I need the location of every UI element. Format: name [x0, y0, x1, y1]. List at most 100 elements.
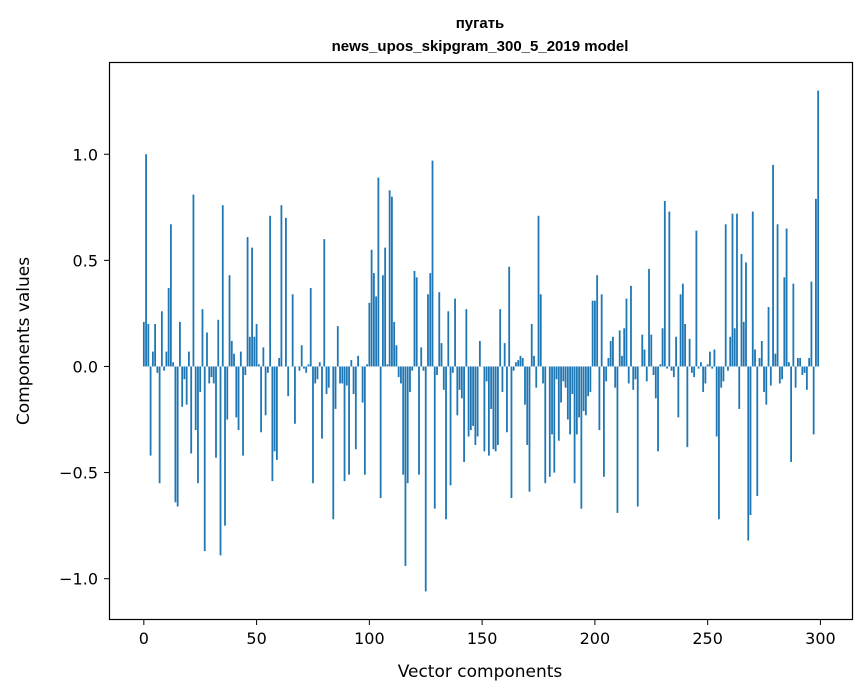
bar — [395, 345, 398, 367]
bar — [535, 366, 538, 388]
bar — [672, 366, 675, 378]
x-tick-label: 300 — [805, 629, 836, 648]
bar — [237, 366, 240, 431]
bar — [675, 336, 677, 367]
bar — [336, 326, 339, 367]
bar — [366, 364, 368, 367]
bar — [524, 366, 526, 405]
bar — [796, 357, 799, 367]
bar — [508, 266, 511, 367]
bar — [774, 353, 777, 367]
bar — [192, 194, 195, 367]
x-tick-label: 0 — [139, 629, 149, 648]
bar — [262, 347, 265, 367]
bar — [724, 224, 727, 367]
bar — [666, 366, 668, 369]
bar — [427, 294, 429, 367]
bar — [219, 366, 222, 556]
bar — [772, 164, 774, 367]
bar — [681, 283, 684, 367]
bar — [603, 366, 605, 477]
bar — [386, 364, 389, 367]
bar — [711, 366, 714, 369]
bar — [648, 268, 650, 367]
bar — [607, 357, 610, 367]
bar — [695, 230, 698, 367]
bar — [431, 160, 434, 367]
bar — [781, 366, 783, 380]
bar — [242, 366, 244, 456]
bar — [176, 366, 179, 507]
bar — [248, 336, 251, 367]
bar — [472, 366, 474, 426]
bar — [300, 345, 303, 367]
bar — [244, 366, 247, 375]
bar — [769, 366, 772, 386]
bar — [467, 366, 470, 437]
bar — [478, 341, 481, 367]
bar — [363, 366, 366, 475]
bar — [805, 366, 808, 390]
bar — [564, 366, 567, 388]
bar — [537, 215, 540, 367]
bar — [747, 366, 750, 541]
bar — [273, 366, 276, 452]
bar — [526, 366, 529, 445]
bar — [163, 366, 166, 371]
bar — [203, 366, 206, 552]
bar — [154, 324, 156, 367]
bar — [420, 347, 423, 367]
bar — [501, 366, 504, 392]
bar — [519, 355, 522, 367]
bar — [566, 366, 569, 420]
bar — [158, 366, 161, 484]
bar — [266, 366, 269, 373]
y-axis-ticks: −1.0 −0.5 0.0 0.5 1.0 — [59, 145, 110, 589]
bar — [817, 90, 820, 367]
bar — [544, 366, 547, 484]
bar — [447, 311, 450, 367]
bar — [257, 364, 260, 367]
bar — [278, 357, 281, 367]
bar — [487, 366, 490, 456]
y-tick-label: 0.5 — [73, 251, 98, 270]
bar — [621, 355, 623, 367]
bar — [720, 366, 723, 388]
bar — [605, 366, 608, 382]
bar — [210, 366, 213, 378]
bar — [722, 366, 725, 382]
bar — [636, 366, 639, 507]
bar — [440, 343, 443, 367]
bar — [555, 366, 558, 380]
bar — [469, 366, 472, 431]
bar — [591, 300, 594, 367]
x-axis-ticks: 0 50 100 150 200 250 300 — [139, 619, 836, 648]
bar — [436, 366, 438, 375]
bar — [609, 341, 612, 367]
bar — [715, 366, 718, 437]
plot-frame — [108, 61, 854, 621]
bar — [593, 300, 596, 367]
bar — [275, 366, 278, 460]
x-axis-label: Vector components — [398, 662, 563, 682]
bar — [702, 366, 705, 392]
bar — [239, 351, 242, 367]
bar — [645, 366, 648, 382]
bar — [634, 366, 637, 380]
bar — [521, 357, 524, 367]
bar — [454, 298, 456, 367]
bar — [663, 200, 666, 367]
bar — [693, 366, 696, 378]
bar — [562, 366, 565, 382]
bar — [551, 366, 553, 435]
bar — [368, 302, 371, 367]
bar — [350, 360, 353, 367]
bar — [230, 341, 233, 367]
bar — [643, 349, 646, 367]
bar — [713, 349, 716, 367]
bar — [409, 366, 411, 392]
bar — [494, 366, 497, 452]
y-tick-label: −1.0 — [59, 570, 98, 589]
bar — [569, 366, 571, 435]
